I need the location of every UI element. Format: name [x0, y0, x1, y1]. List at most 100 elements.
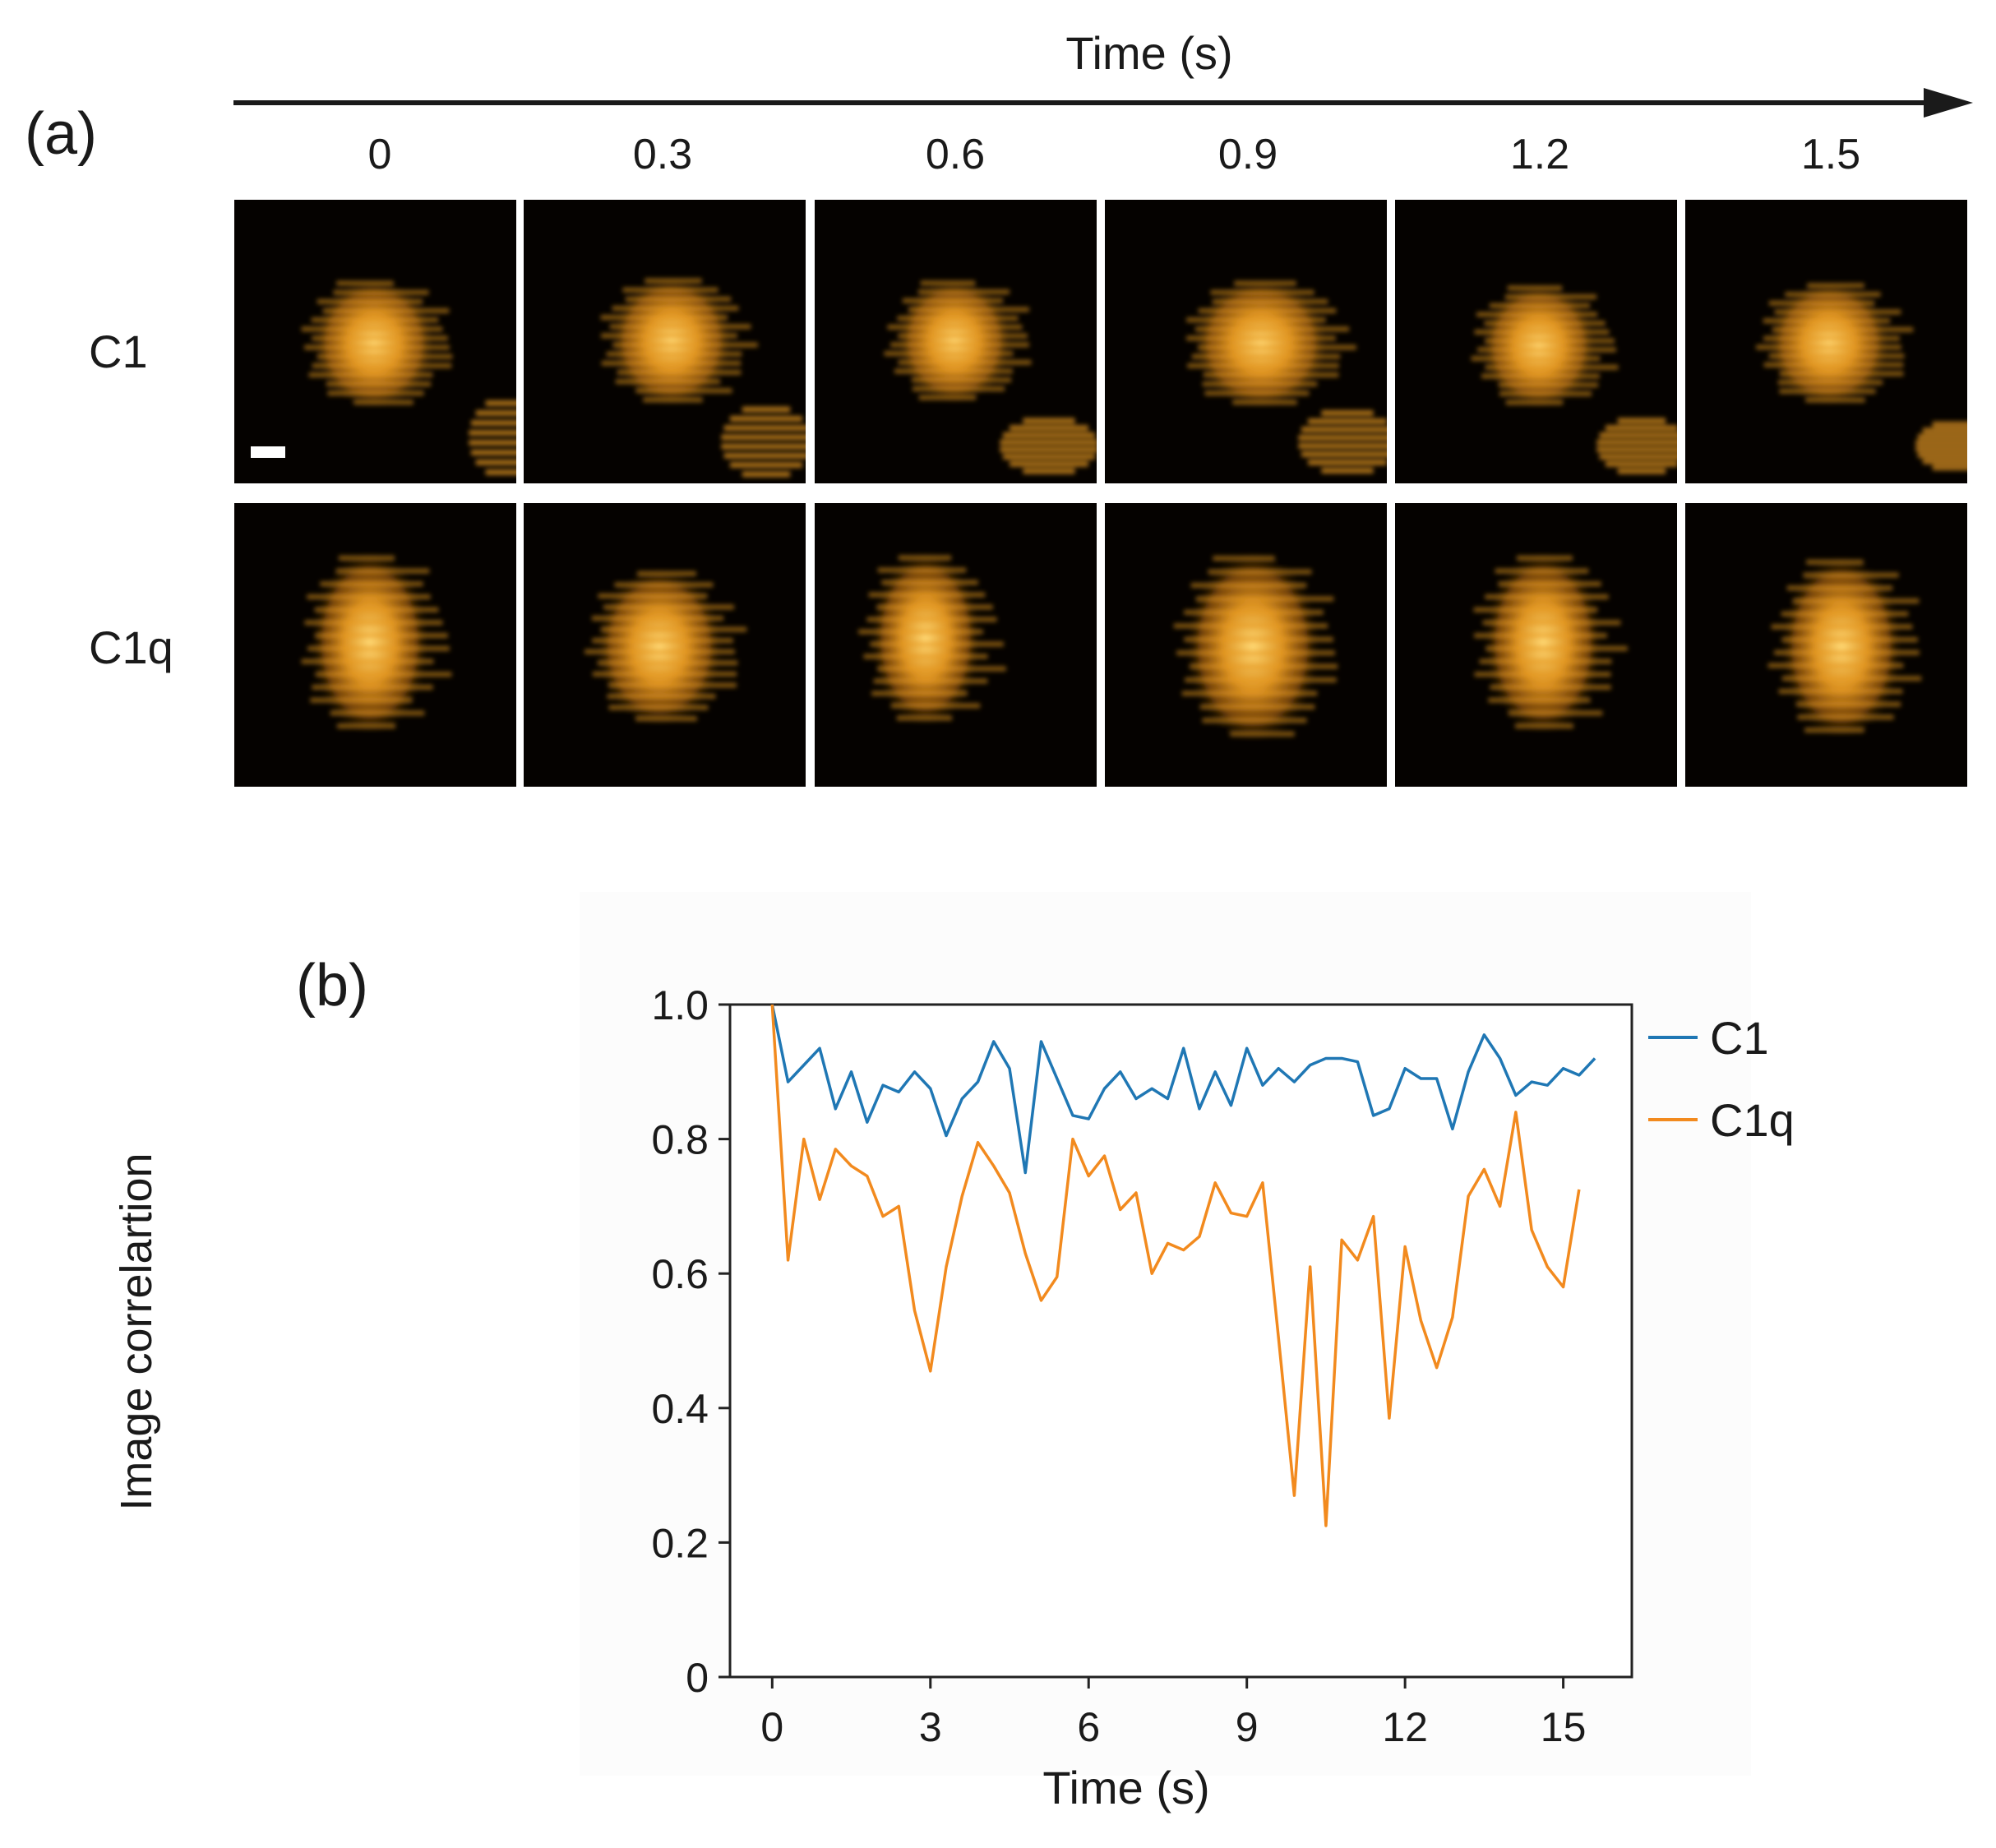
frame-c1q-t3: [1105, 503, 1387, 787]
secondary-particle-streak: [1308, 460, 1387, 465]
scan-streak: [333, 289, 429, 295]
scan-streak: [898, 359, 1032, 365]
frame-c1-t5: [1685, 200, 1967, 483]
secondary-particle-streak: [1023, 468, 1075, 474]
scan-streak: [335, 568, 430, 574]
scan-streak: [1234, 280, 1296, 286]
scan-streak: [336, 280, 394, 286]
scan-streak: [1185, 677, 1337, 683]
secondary-particle-streak: [470, 420, 516, 426]
y-tick-label: 1.0: [651, 982, 709, 1028]
secondary-particle-streak: [1301, 451, 1387, 457]
scan-streak: [1774, 649, 1920, 655]
scan-streak: [1756, 344, 1901, 350]
scan-streak: [312, 363, 452, 368]
secondary-particle-streak: [1000, 446, 1097, 453]
scan-streak: [614, 582, 714, 588]
scan-streak: [1495, 568, 1589, 574]
scan-streak: [1498, 581, 1601, 587]
scan-streak: [315, 672, 452, 677]
x-tick-label: 6: [1077, 1704, 1100, 1750]
secondary-particle-streak: [1922, 458, 1967, 464]
scan-streak: [1477, 347, 1616, 353]
scan-streak: [1488, 697, 1591, 703]
scan-streak: [897, 316, 1019, 321]
scan-streak: [1184, 609, 1324, 615]
scan-streak: [1479, 658, 1612, 664]
scan-streak: [1181, 691, 1318, 696]
scan-streak: [314, 607, 439, 612]
scan-streak: [607, 694, 716, 700]
scan-streak: [1485, 364, 1619, 370]
scan-streak: [600, 315, 728, 321]
secondary-particle-streak: [1617, 468, 1666, 474]
y-tick-label: 0: [686, 1655, 709, 1701]
secondary-particle-streak: [469, 430, 516, 436]
row-label-c1q: C1q: [89, 621, 173, 673]
scan-streak: [584, 649, 735, 654]
scan-streak: [898, 555, 952, 561]
scan-streak: [622, 287, 718, 293]
scan-streak: [1471, 356, 1601, 362]
scan-streak: [1763, 335, 1900, 341]
secondary-particle-streak: [723, 452, 806, 459]
scan-streak: [307, 645, 450, 651]
scan-streak: [1202, 718, 1307, 723]
secondary-particle-streak: [1599, 454, 1677, 460]
secondary-particle-streak: [1596, 439, 1677, 446]
scan-streak: [592, 638, 733, 644]
scan-streak: [877, 666, 1006, 672]
scan-streak: [1771, 624, 1913, 630]
scan-streak: [301, 326, 443, 332]
scan-streak: [1474, 633, 1607, 639]
secondary-particle-streak: [1605, 460, 1677, 467]
scan-streak: [1204, 390, 1310, 396]
scan-streak: [1189, 663, 1338, 669]
scan-streak: [1198, 308, 1337, 313]
scan-streak: [1797, 714, 1894, 720]
scan-streak: [612, 342, 758, 348]
secondary-particle-streak: [1000, 439, 1097, 446]
scan-streak: [308, 372, 433, 377]
frame-c1q-t5: [1685, 503, 1967, 787]
panel-b-label: (b): [296, 953, 368, 1019]
scan-streak: [871, 691, 968, 696]
x-tick-label: 12: [1382, 1704, 1428, 1750]
scan-streak: [310, 697, 413, 703]
secondary-particle-streak: [485, 400, 516, 406]
scan-streak: [1202, 381, 1318, 387]
scan-streak: [353, 400, 414, 405]
scan-streak: [873, 678, 988, 684]
scan-streak: [1474, 329, 1610, 335]
scan-streak: [1485, 338, 1615, 344]
scan-streak: [1781, 637, 1918, 643]
scan-streak: [1498, 382, 1599, 388]
scan-streak: [591, 616, 724, 621]
scan-streak: [894, 368, 1013, 374]
scan-streak: [1803, 572, 1899, 578]
scan-streak: [1777, 380, 1883, 386]
scan-streak: [920, 280, 976, 286]
scan-streak: [1504, 294, 1597, 300]
scan-streak: [617, 370, 742, 375]
scan-streak: [902, 298, 1004, 303]
series-line-c1: [770, 1004, 1596, 1175]
scan-streak: [1489, 303, 1591, 308]
secondary-particle-streak: [1915, 446, 1967, 452]
secondary-particle-streak: [1321, 410, 1374, 416]
scan-streak: [1763, 362, 1904, 367]
scan-streak: [1792, 598, 1920, 603]
frame-c1-t4: [1395, 200, 1677, 483]
scan-streak: [1194, 326, 1350, 332]
scan-streak: [603, 604, 734, 610]
secondary-particle-streak: [1917, 433, 1967, 440]
scan-streak: [1176, 650, 1335, 656]
scan-streak: [863, 654, 988, 659]
scan-streak: [911, 377, 1012, 383]
secondary-particle-streak: [1010, 425, 1088, 432]
x-tick-label: 0: [760, 1704, 783, 1750]
scan-streak: [1772, 326, 1914, 332]
secondary-particle-streak: [1932, 464, 1967, 471]
time-label-3: 0.9: [1217, 131, 1278, 178]
